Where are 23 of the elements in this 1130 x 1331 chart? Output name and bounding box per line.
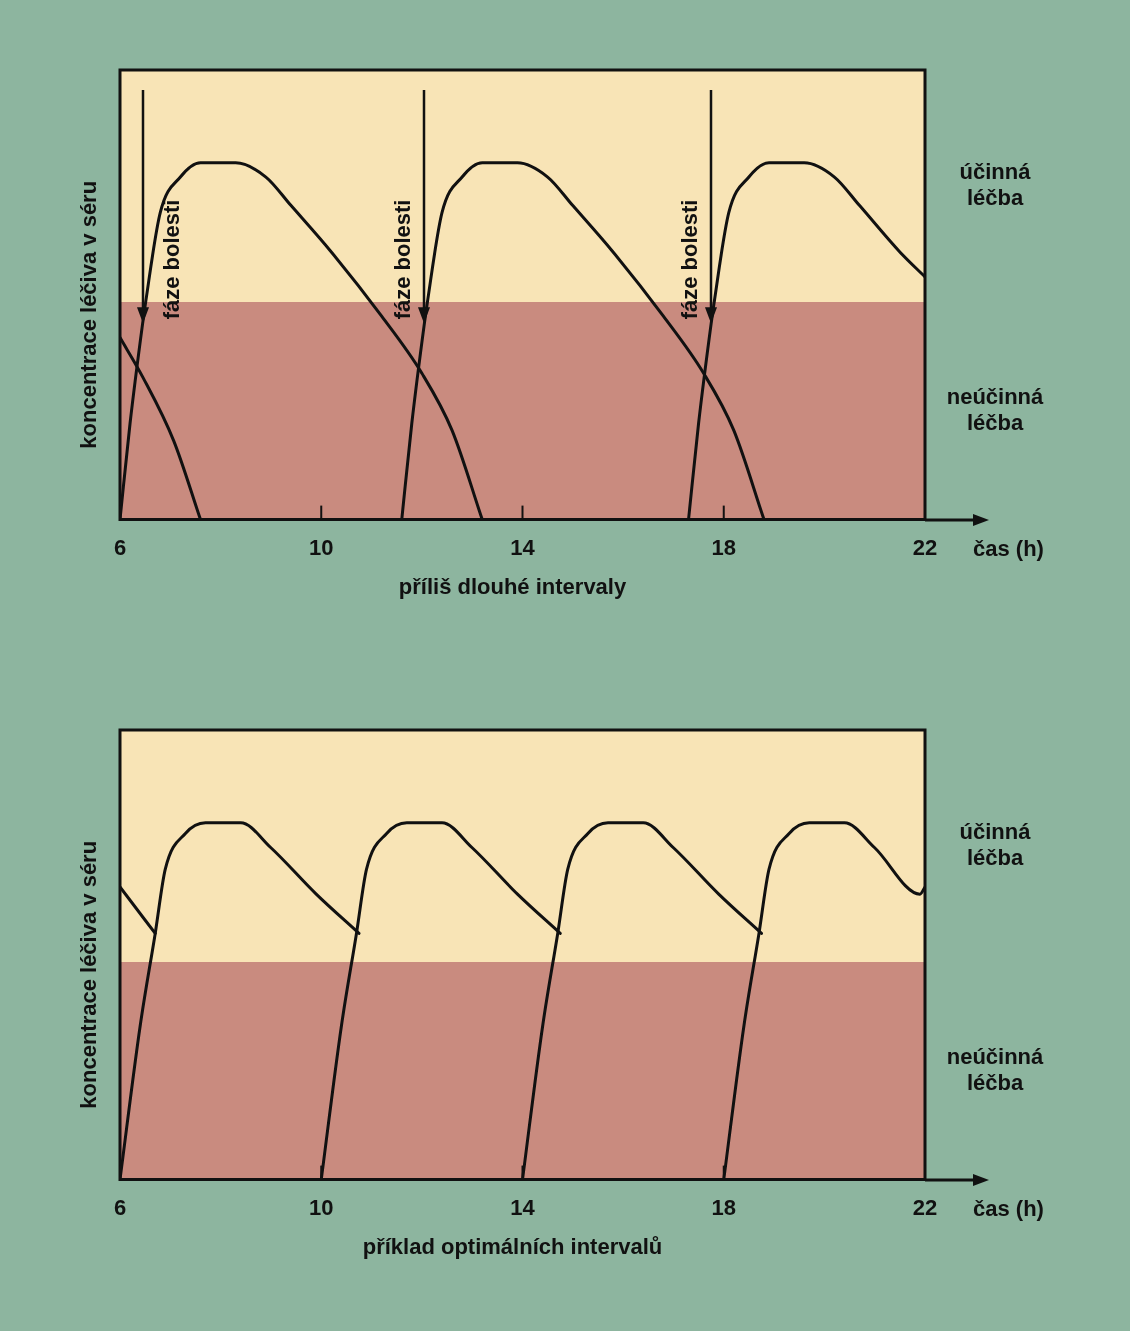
x-tick-label: 14	[510, 534, 536, 560]
annotation: fáze bolesti	[677, 199, 703, 320]
x-tick-label: 6	[113, 534, 127, 560]
x-tick-label: 22	[912, 1194, 938, 1220]
band-label: neúčinná léčba	[946, 1043, 1045, 1095]
x-tick-label: 18	[711, 534, 736, 560]
y-axis-title: koncentrace léčiva v séru	[76, 840, 102, 1109]
band-label: účinná léčba	[959, 159, 1032, 211]
annotation: fáze bolesti	[390, 199, 416, 320]
x-tick-label: 22	[912, 534, 938, 560]
band-label: neúčinná léčba	[946, 383, 1045, 435]
x-axis-title: čas (h)	[973, 1195, 1044, 1221]
band-label: účinná léčba	[959, 819, 1032, 871]
x-tick-label: 14	[510, 1194, 536, 1220]
x-tick-label: 10	[309, 534, 334, 560]
x-tick-label: 18	[711, 1194, 736, 1220]
annotation: fáze bolesti	[158, 199, 184, 320]
x-axis-title: čas (h)	[973, 535, 1044, 561]
text: příliš dlouhé intervaly	[398, 573, 627, 599]
x-tick-label: 6	[113, 1194, 127, 1220]
text: příklad optimálních intervalů	[362, 1233, 663, 1259]
x-tick-label: 10	[309, 1194, 334, 1220]
y-axis-title: koncentrace léčiva v séru	[76, 180, 102, 449]
